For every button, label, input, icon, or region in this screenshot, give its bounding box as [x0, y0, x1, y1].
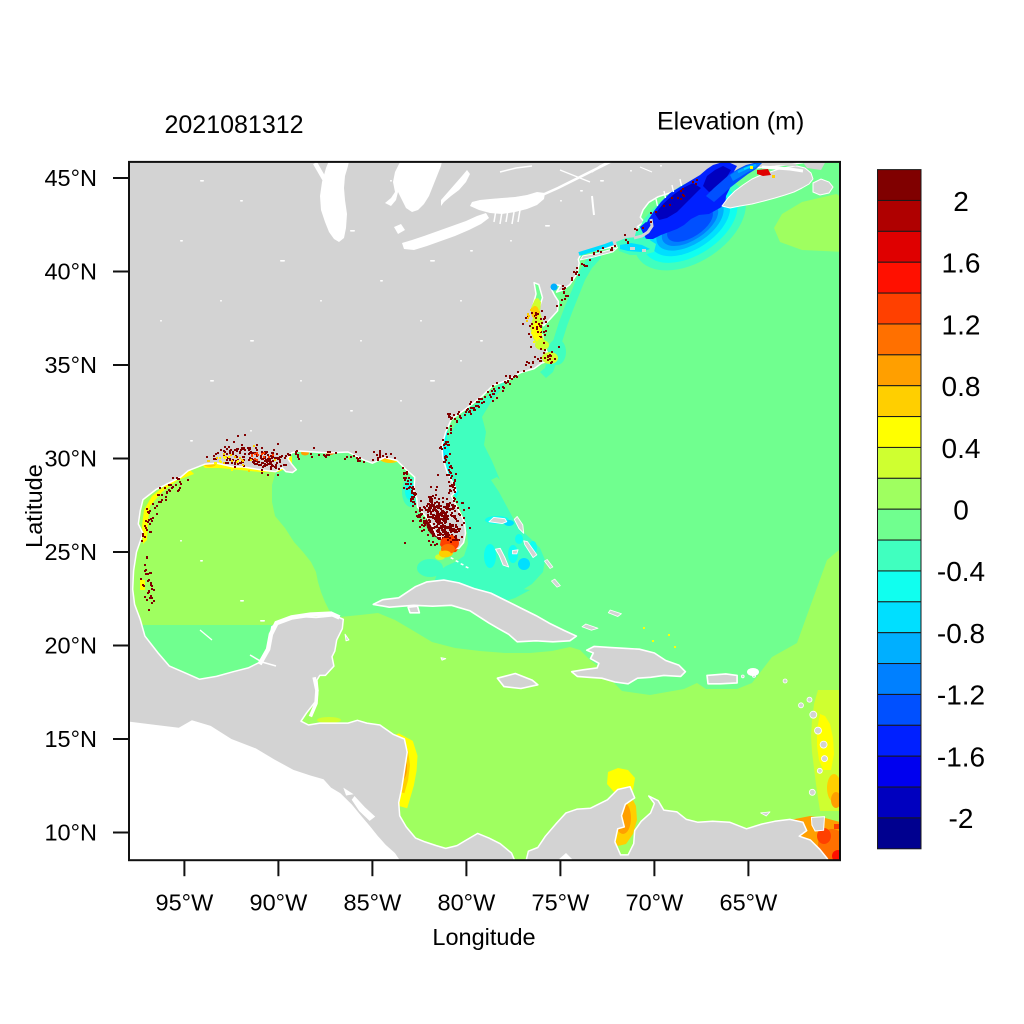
svg-text:Longitude: Longitude — [432, 924, 535, 950]
svg-text:2: 2 — [953, 186, 969, 217]
svg-text:1.6: 1.6 — [942, 248, 981, 279]
svg-text:65°W: 65°W — [720, 889, 779, 915]
svg-text:30°N: 30°N — [44, 446, 97, 472]
svg-text:Elevation (m): Elevation (m) — [657, 108, 804, 136]
svg-text:20°N: 20°N — [44, 633, 97, 659]
svg-text:1.2: 1.2 — [942, 309, 981, 340]
svg-text:-0.8: -0.8 — [937, 618, 985, 649]
svg-text:75°W: 75°W — [532, 889, 591, 915]
svg-text:25°N: 25°N — [44, 539, 97, 565]
svg-text:40°N: 40°N — [44, 259, 97, 285]
svg-text:35°N: 35°N — [44, 352, 97, 378]
svg-text:-0.4: -0.4 — [937, 556, 985, 587]
svg-text:0: 0 — [953, 495, 969, 526]
svg-text:70°W: 70°W — [626, 889, 685, 915]
svg-text:-2: -2 — [949, 803, 974, 834]
svg-text:Latitude: Latitude — [21, 464, 47, 548]
svg-text:-1.2: -1.2 — [937, 680, 985, 711]
svg-text:-1.6: -1.6 — [937, 742, 985, 773]
svg-text:80°W: 80°W — [438, 889, 497, 915]
svg-text:10°N: 10°N — [44, 820, 97, 846]
svg-text:85°W: 85°W — [344, 889, 403, 915]
svg-text:0.4: 0.4 — [942, 433, 981, 464]
svg-text:90°W: 90°W — [250, 889, 309, 915]
svg-text:45°N: 45°N — [44, 165, 97, 191]
svg-text:0.8: 0.8 — [942, 371, 981, 402]
svg-text:15°N: 15°N — [44, 726, 97, 752]
svg-text:2021081312: 2021081312 — [165, 111, 304, 139]
svg-text:95°W: 95°W — [156, 889, 215, 915]
